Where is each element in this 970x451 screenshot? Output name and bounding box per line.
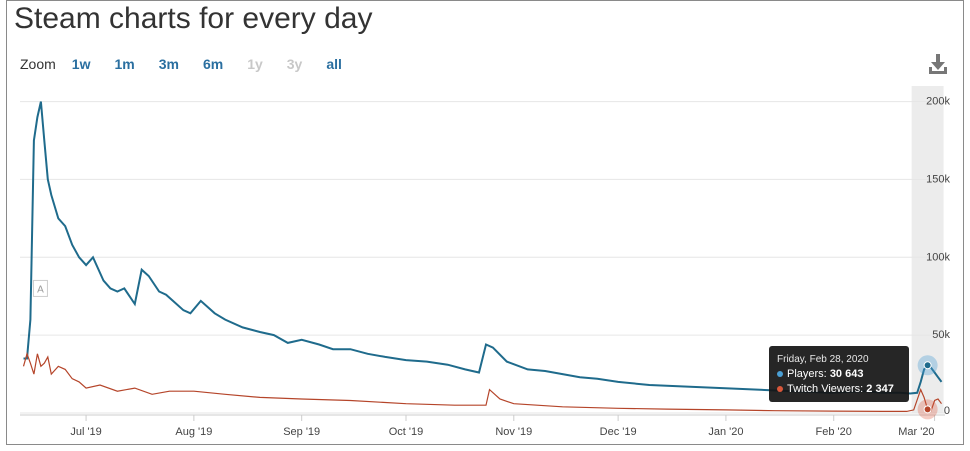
players-dot-icon: [777, 371, 783, 378]
zoom-3y-button: 3y: [286, 56, 303, 72]
zoom-all-button[interactable]: all: [326, 56, 342, 72]
grid-layer: [20, 101, 945, 416]
download-icon: [929, 54, 947, 74]
tooltip-twitch-label: Twitch Viewers:: [787, 383, 864, 395]
x-tick-label: Feb '20: [816, 426, 852, 438]
x-axis-ticks: Jul '19 Aug '19 Sep '19 Oct '19 Nov '19 Dec '…: [70, 415, 936, 438]
chart-title: Steam charts for every day: [14, 2, 373, 35]
twitch-series-line: [22, 351, 942, 412]
x-tick-label: Jan '20: [708, 426, 743, 438]
zoom-1y-button: 1y: [247, 56, 263, 72]
players-hover-point: [923, 361, 932, 370]
annotation-flag-label: A: [37, 284, 44, 295]
x-tick-label: Nov '19: [495, 426, 532, 438]
twitch-hover-point: [923, 405, 932, 414]
tooltip-players-label: Players:: [787, 368, 827, 380]
y-axis-ticks: 0 50k 100k 150k 200k: [926, 96, 950, 417]
y-tick-label: 150k: [926, 173, 950, 185]
y-tick-label: 200k: [926, 96, 950, 108]
y-tick-label: 100k: [926, 251, 950, 263]
zoom-1m-button[interactable]: 1m: [114, 56, 135, 72]
zoom-bar: Zoom 1w 1m 3m 6m 1y 3y all: [20, 54, 366, 74]
zoom-6m-button[interactable]: 6m: [202, 56, 224, 72]
hover-highlight-band: [911, 86, 944, 413]
tooltip-twitch-value: 2 347: [866, 383, 894, 395]
y-tick-label: 0: [944, 405, 950, 417]
tooltip-players-value: 30 643: [829, 368, 864, 380]
zoom-3m-button[interactable]: 3m: [158, 56, 179, 72]
tooltip-players-row: Players: 30 643: [777, 367, 901, 382]
hover-markers: [917, 355, 938, 420]
annotation-flag-box: [32, 279, 48, 297]
zoom-1w-button[interactable]: 1w: [71, 56, 91, 72]
download-button[interactable]: [927, 52, 949, 76]
tooltip-twitch-row: Twitch Viewers: 2 347: [777, 382, 901, 397]
tooltip: Friday, Feb 28, 2020 Players: 30 643 Twi…: [769, 346, 909, 402]
x-tick-label: Oct '19: [389, 426, 424, 438]
x-tick-label: Dec '19: [600, 426, 637, 438]
y-tick-label: 50k: [932, 329, 950, 341]
x-tick-label: Sep '19: [283, 426, 320, 438]
x-tick-label: Jul '19: [70, 426, 101, 438]
x-tick-label: Aug '19: [175, 426, 212, 438]
zoom-label: Zoom: [20, 56, 56, 72]
twitch-dot-icon: [777, 386, 783, 393]
x-tick-label: Mar '20: [898, 426, 934, 438]
annotation-flag[interactable]: A: [32, 279, 48, 297]
tooltip-date: Friday, Feb 28, 2020: [777, 354, 869, 365]
